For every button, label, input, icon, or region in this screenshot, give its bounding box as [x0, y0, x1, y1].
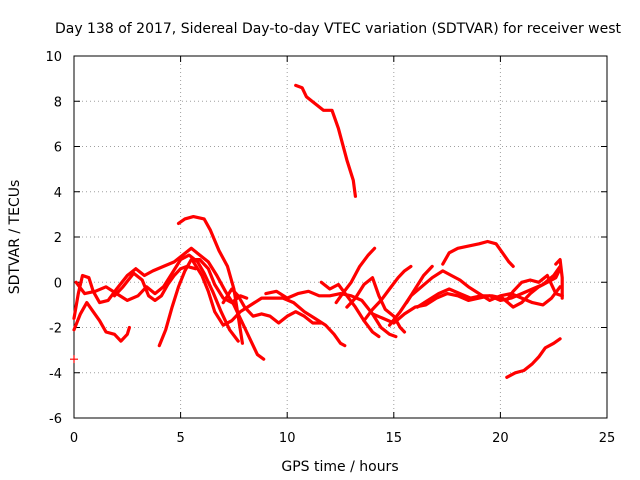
plot-frame: [73, 55, 608, 419]
y-tick-label: 2: [54, 231, 62, 246]
series-s7: [112, 264, 198, 302]
series-s1: [294, 83, 357, 198]
x-tick-label: 15: [386, 431, 403, 446]
series-s20: [441, 239, 515, 268]
series-s2: [176, 215, 244, 345]
y-axis-label: SDTVAR / TECUs: [7, 180, 23, 295]
series-s9: [191, 260, 347, 348]
y-tick-label: -4: [49, 367, 62, 382]
series-s11: [264, 289, 398, 339]
x-tick-label: 10: [279, 431, 296, 446]
y-tick-label: -6: [49, 412, 62, 427]
series-s10: [221, 287, 323, 325]
x-tick-label: 25: [599, 431, 616, 446]
series-s22: [505, 273, 564, 302]
series-s23: [554, 258, 564, 300]
series-s8: [157, 258, 249, 348]
x-axis-label: GPS time / hours: [281, 459, 398, 475]
series-s13: [334, 246, 377, 305]
series-s4: [72, 246, 266, 361]
series-s19: [415, 267, 562, 309]
grid: [74, 56, 607, 418]
y-tick-label: 8: [54, 95, 62, 110]
y-tick-label: 4: [54, 186, 62, 201]
series-s14: [345, 276, 407, 334]
y-tick-label: 0: [54, 276, 62, 291]
y-tick-label: 10: [45, 50, 62, 65]
y-tick-label: 6: [54, 141, 62, 156]
x-tick-label: 0: [70, 431, 78, 446]
axis-ticks: 0 5 10 15 20 25 -6 -4 -2 0 2 4 6 8 10: [45, 50, 615, 446]
x-tick-label: 20: [492, 431, 509, 446]
x-tick-label: 5: [176, 431, 184, 446]
series-s21: [505, 337, 562, 379]
data-series: [70, 83, 564, 379]
series-s6: [74, 253, 240, 343]
y-tick-label: -2: [49, 322, 62, 337]
series-s17: [387, 269, 562, 327]
chart-title: Day 138 of 2017, Sidereal Day-to-day VTE…: [55, 21, 622, 37]
series-s16: [370, 264, 562, 325]
series-s3: [70, 355, 78, 364]
series-s5: [72, 301, 131, 343]
series-s18: [405, 264, 434, 305]
series-s15: [362, 264, 413, 323]
